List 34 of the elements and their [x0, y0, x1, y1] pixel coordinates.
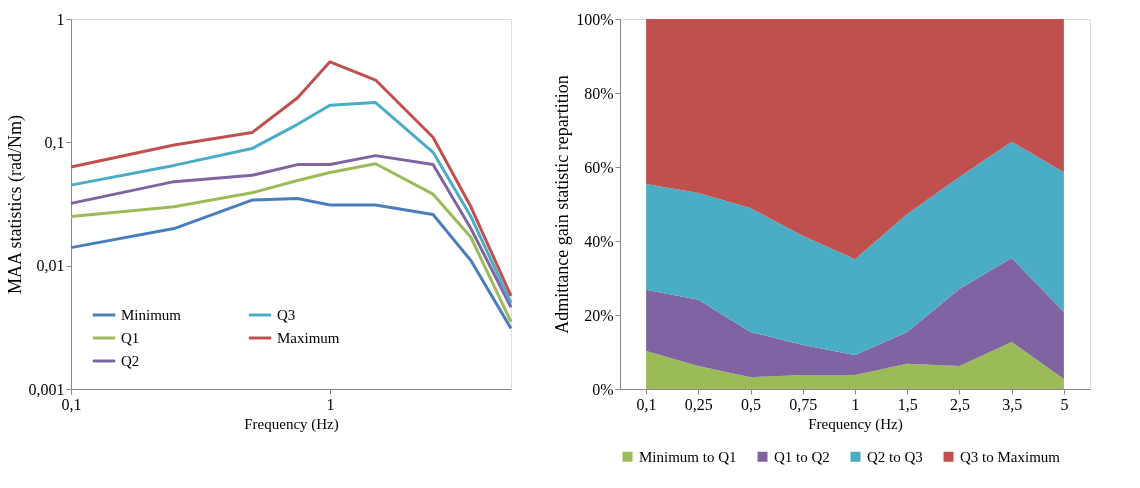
x-tick-label: 0,75 — [789, 395, 818, 413]
x-tick-label: 0,1 — [61, 395, 82, 413]
x-axis-title: Frequency (Hz) — [808, 415, 903, 433]
y-tick-label: 80% — [584, 84, 614, 102]
y-tick-label: 0,001 — [28, 380, 65, 398]
legend-label: Minimum — [121, 307, 182, 323]
y-axis-title: Admittance gain statistic repartition — [552, 75, 573, 334]
x-tick-label: 2,5 — [949, 395, 970, 413]
legend-label: Maximum — [277, 330, 340, 346]
legend-label: Q3 — [277, 307, 296, 323]
x-tick-label: 3,5 — [1002, 395, 1023, 413]
y-tick-label: 60% — [584, 158, 614, 176]
x-tick-label: 1,5 — [897, 395, 918, 413]
y-tick-label: 1 — [56, 10, 65, 28]
y-tick-label: 0% — [592, 380, 614, 398]
legend-label: Q1 to Q2 — [774, 448, 830, 465]
x-tick-label: 1 — [851, 395, 860, 413]
x-axis-title: Frequency (Hz) — [244, 415, 339, 433]
legend-label: Q2 to Q3 — [867, 448, 923, 465]
y-axis-title: MAA statistics (rad/Nm) — [4, 115, 26, 294]
legend-label: Q3 to Maximum — [960, 448, 1061, 465]
y-tick-label: 0,01 — [36, 257, 65, 275]
x-tick-label: 5 — [1060, 395, 1069, 413]
legend-label: Q1 — [121, 330, 140, 346]
x-tick-label: 0,25 — [684, 395, 713, 413]
y-tick-label: 100% — [576, 10, 614, 28]
x-tick-label: 1 — [326, 395, 335, 413]
legend-label: Minimum to Q1 — [639, 448, 737, 465]
x-tick-label: 0,1 — [636, 395, 657, 413]
y-tick-label: 40% — [584, 232, 614, 250]
y-tick-label: 20% — [584, 306, 614, 324]
x-tick-label: 0,5 — [741, 395, 762, 413]
y-tick-label: 0,1 — [44, 133, 65, 151]
legend-label: Q2 — [121, 353, 140, 369]
